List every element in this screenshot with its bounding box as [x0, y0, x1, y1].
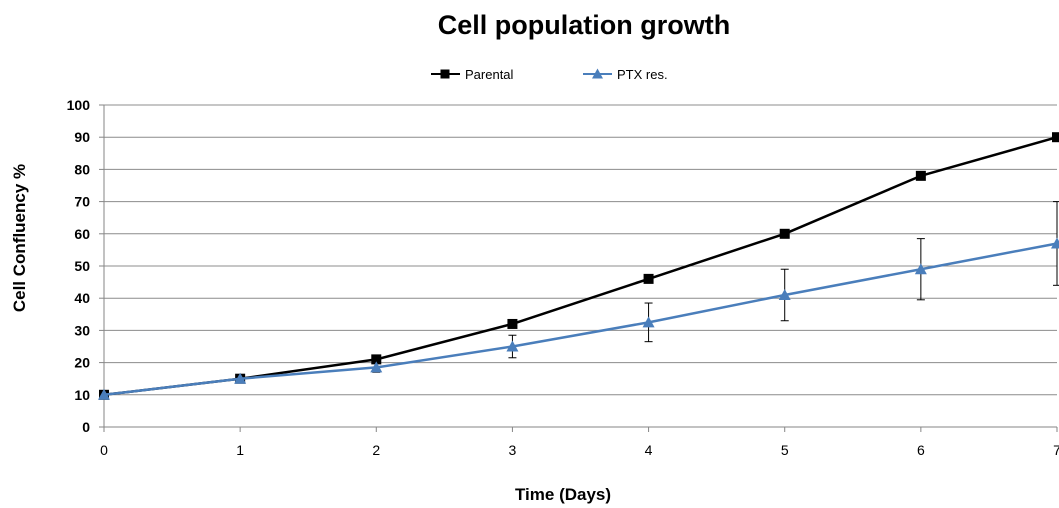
series-line-ptx-res [103, 242, 1058, 397]
y-tick-label: 60 [74, 226, 90, 242]
series-line-parental [103, 135, 1058, 397]
x-tick-label: 7 [1053, 442, 1059, 458]
data-point-parental [915, 170, 926, 181]
data-point-parental [1052, 132, 1059, 143]
legend-marker-parental [440, 69, 450, 79]
data-point-ptx-res [98, 388, 110, 400]
x-tick-label: 5 [781, 442, 789, 458]
error-bars [100, 201, 1059, 399]
y-tick-label: 50 [74, 258, 90, 274]
data-point-ptx-res [506, 340, 519, 352]
x-tick-label: 3 [509, 442, 517, 458]
chart-title: Cell population growth [438, 10, 730, 40]
x-tick-label: 0 [100, 442, 108, 458]
y-axis-title: Cell Confluency % [10, 164, 29, 312]
legend-label-ptx-res: PTX res. [617, 67, 668, 82]
legend-item-parental: Parental [431, 67, 514, 82]
data-point-parental [779, 228, 790, 239]
y-tick-label: 70 [74, 194, 90, 210]
y-tick-label: 30 [74, 322, 90, 338]
x-tick-label: 4 [645, 442, 653, 458]
data-point-ptx-res [778, 288, 791, 300]
legend: Parental PTX res. [431, 67, 668, 82]
x-tick-label: 2 [372, 442, 380, 458]
x-tick-labels: 0 1 2 3 4 5 6 7 [100, 442, 1059, 458]
data-point-ptx-res [642, 316, 655, 328]
x-tick-label: 1 [236, 442, 244, 458]
data-point-ptx-res [234, 372, 247, 384]
data-point-ptx-res [370, 361, 383, 373]
legend-label-parental: Parental [465, 67, 514, 82]
data-point-ptx-res [914, 263, 927, 275]
y-tick-label: 40 [74, 290, 90, 306]
legend-item-ptx-res: PTX res. [583, 67, 668, 82]
data-point-ptx-res [1051, 237, 1059, 249]
legend-marker-ptx-res [592, 68, 603, 79]
y-tick-label: 20 [74, 355, 90, 371]
y-tick-label: 100 [67, 97, 91, 113]
x-tick-label: 6 [917, 442, 925, 458]
axes [99, 104, 1058, 432]
data-point-parental [507, 318, 518, 329]
y-tick-label: 80 [74, 161, 90, 177]
y-tick-labels: 0 10 20 30 40 50 60 70 80 90 100 [67, 97, 91, 435]
x-axis-title: Time (Days) [515, 485, 611, 504]
y-tick-label: 10 [74, 387, 90, 403]
data-point-parental [371, 354, 382, 365]
data-series [98, 132, 1059, 400]
data-point-parental [643, 273, 654, 284]
y-tick-label: 90 [74, 129, 90, 145]
gridlines [104, 104, 1057, 396]
y-tick-label: 0 [82, 419, 90, 435]
